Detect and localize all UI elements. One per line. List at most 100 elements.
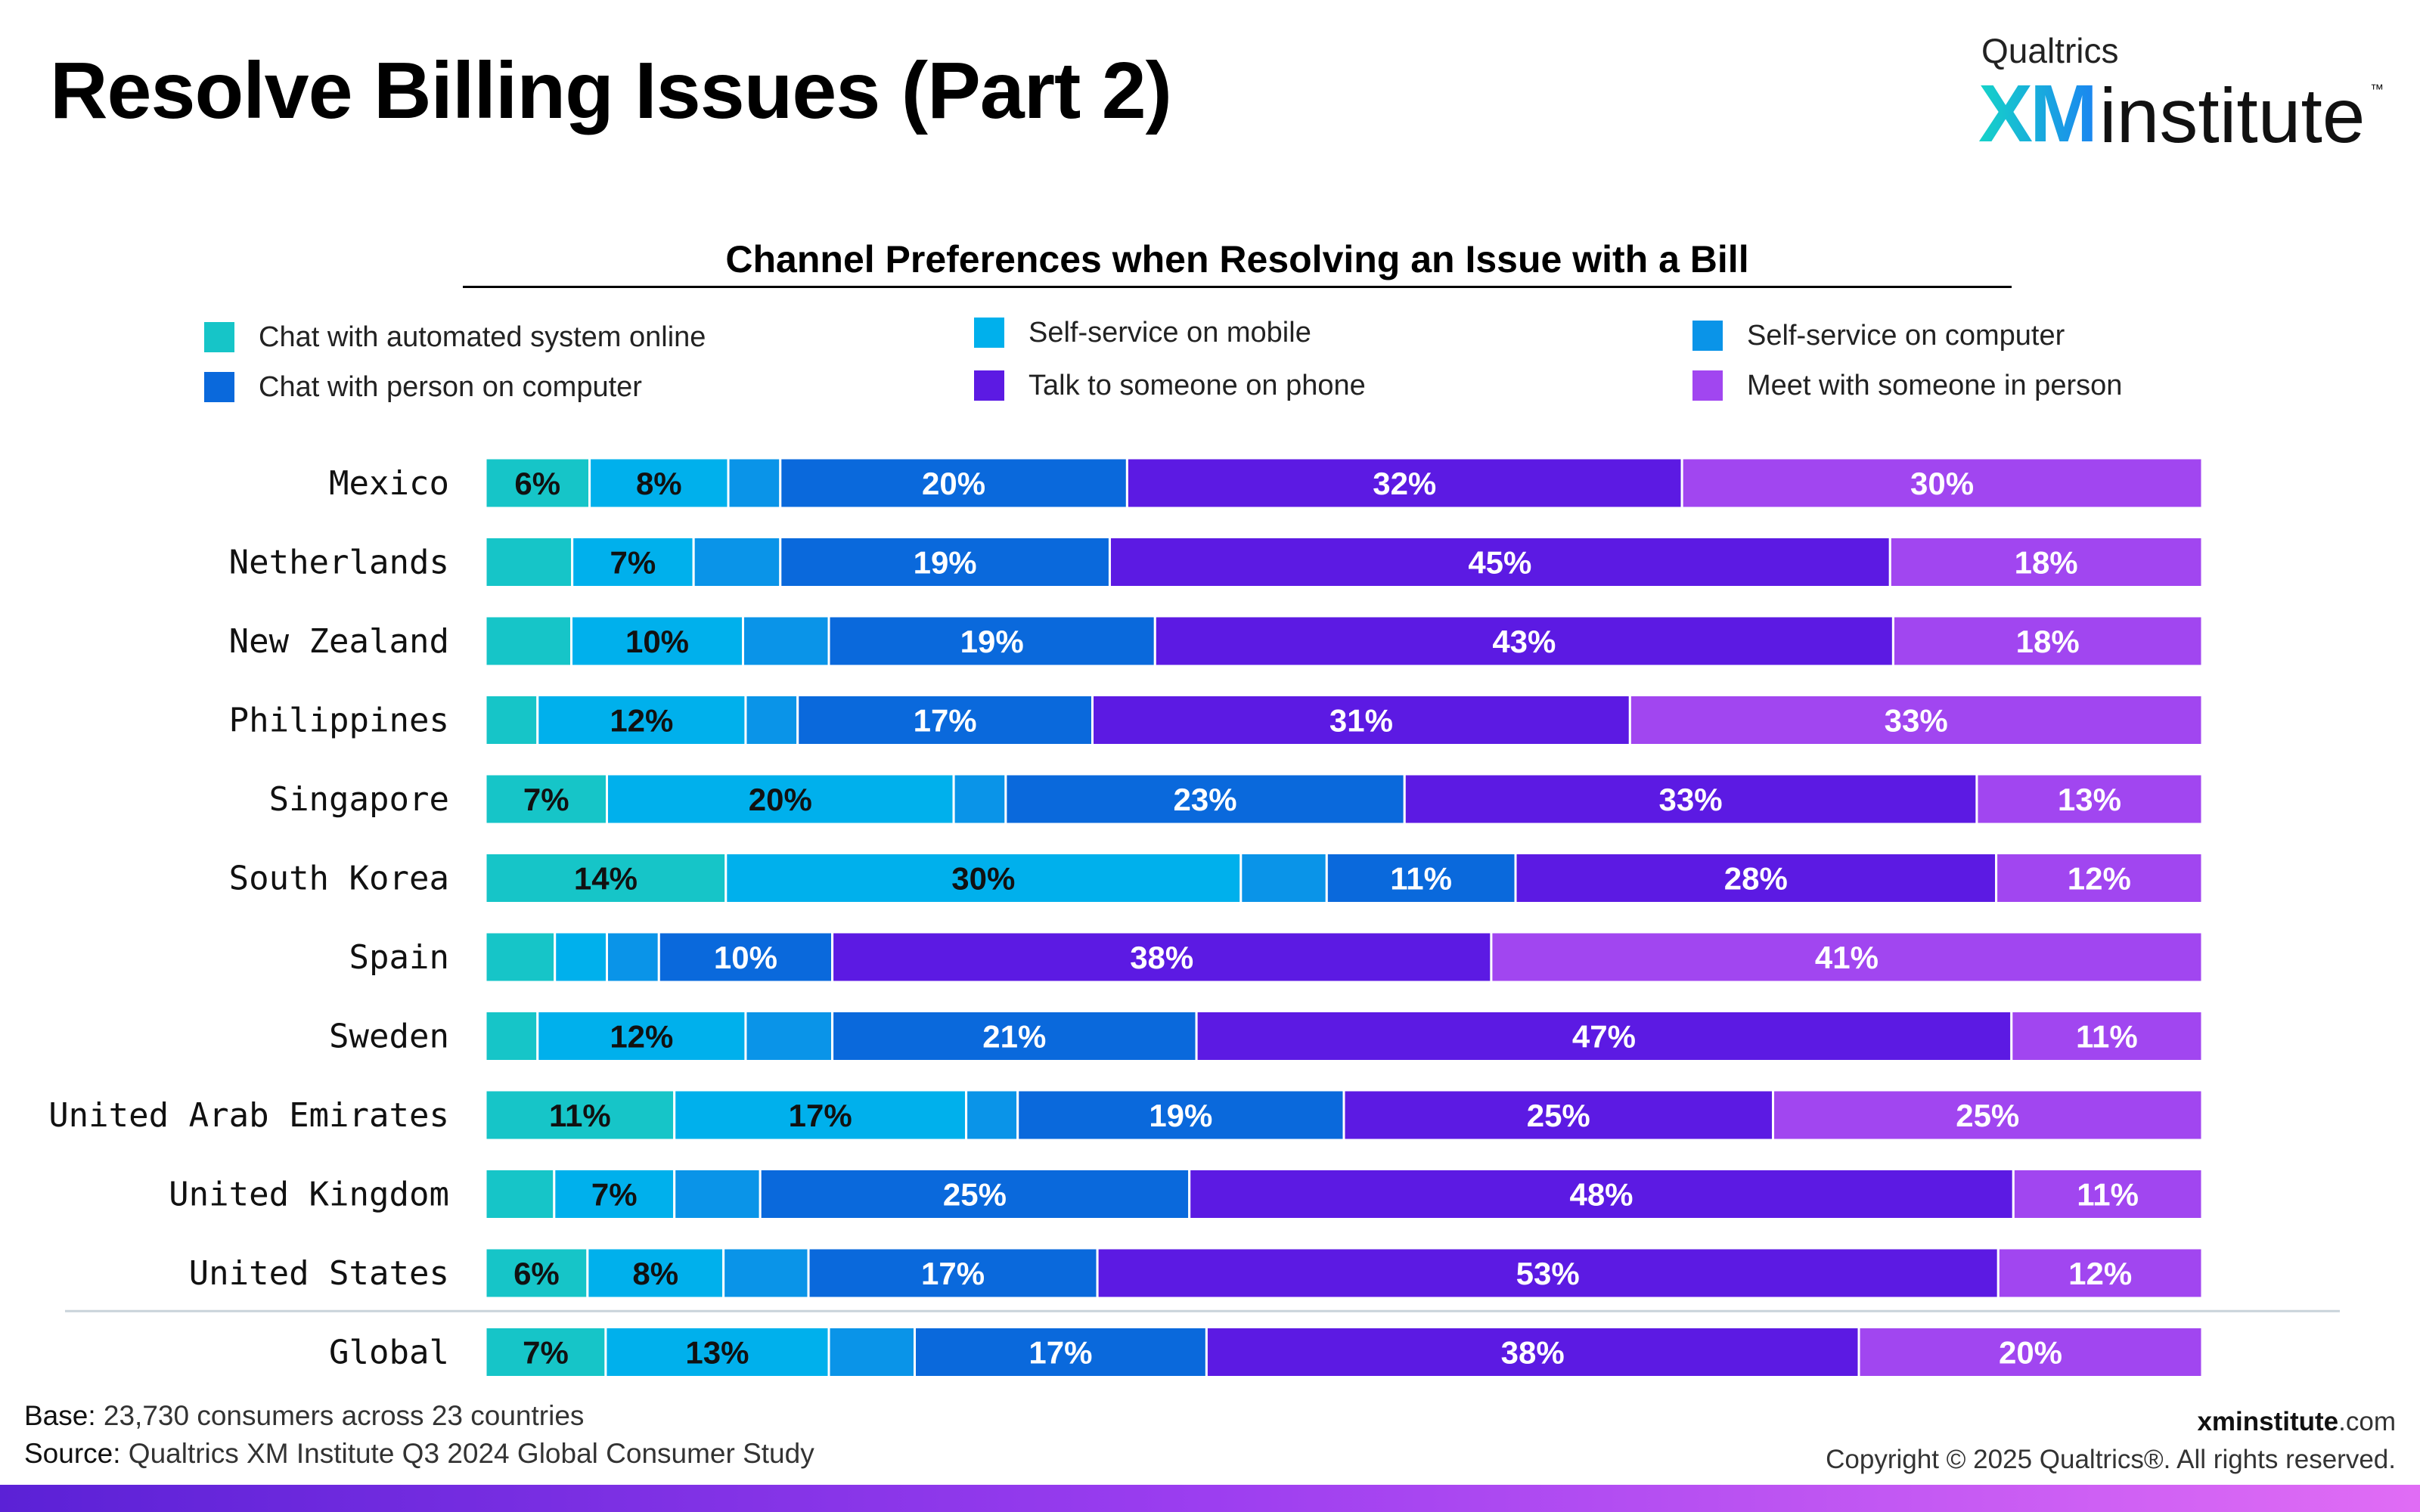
bottom-gradient-band [0, 1485, 2420, 1512]
bar-segment-spain-chat-with-person-on-computer [657, 931, 834, 984]
chart-title: Channel Preferences when Resolving an Is… [725, 238, 1749, 280]
bar-segment-global-chat-with-person-on-computer [914, 1326, 1208, 1378]
footer-notes: Base: 23,730 consumers across 23 countri… [24, 1397, 814, 1473]
data-label-philippines-chat-with-person-on-computer: 17% [914, 703, 977, 739]
legend-swatch [204, 322, 234, 352]
data-label-united-kingdom-self-service-on-mobile: 7% [591, 1177, 638, 1213]
site-link[interactable]: xminstitute.com [2197, 1407, 2396, 1436]
legend-item-self-service-mobile: Self-service on mobile [974, 311, 1311, 354]
bar-segment-netherlands-self-service-on-mobile [571, 536, 695, 588]
bar-segment-spain-chat-with-automated-system-online [484, 931, 557, 984]
data-label-philippines-talk-to-someone-on-phone: 31% [1329, 703, 1393, 739]
bar-segment-new-zealand-chat-with-person-on-computer [827, 615, 1156, 668]
bar-segment-sweden-meet-with-someone-in-person [2010, 1010, 2204, 1062]
bar-segment-new-zealand-self-service-on-computer [742, 615, 830, 668]
data-label-united-states-chat-with-person-on-computer: 17% [921, 1256, 985, 1291]
data-label-global-self-service-on-mobile: 13% [685, 1335, 749, 1371]
bar-segment-mexico-self-service-on-computer [727, 457, 782, 510]
bar-segment-new-zealand-meet-with-someone-in-person [1891, 615, 2204, 668]
legend-label: Chat with automated system online [259, 321, 706, 353]
bar-segment-south-korea-chat-with-person-on-computer [1325, 852, 1517, 904]
data-label-sweden-talk-to-someone-on-phone: 47% [1572, 1019, 1636, 1055]
data-label-united-kingdom-meet-with-someone-in-person: 11% [2077, 1177, 2139, 1213]
bar-segment-united-states-chat-with-person-on-computer [807, 1247, 1099, 1300]
legend-swatch [1692, 321, 1723, 351]
bar-segment-united-states-chat-with-automated-system-online [484, 1247, 589, 1300]
bar-segment-netherlands-chat-with-automated-system-online [484, 536, 574, 588]
data-label-south-korea-meet-with-someone-in-person: 12% [2068, 861, 2131, 897]
data-label-sweden-chat-with-person-on-computer: 21% [982, 1019, 1046, 1055]
legend-label: Self-service on mobile [1028, 316, 1311, 349]
bar-segment-philippines-talk-to-someone-on-phone [1091, 694, 1631, 746]
bar-segment-global-chat-with-automated-system-online [484, 1326, 607, 1378]
category-label-philippines: Philippines [229, 702, 449, 740]
data-label-global-chat-with-automated-system-online: 7% [523, 1335, 569, 1371]
data-label-united-kingdom-talk-to-someone-on-phone: 48% [1569, 1177, 1633, 1213]
data-label-united-states-chat-with-automated-system-online: 6% [513, 1256, 560, 1291]
bar-segment-singapore-meet-with-someone-in-person [1975, 773, 2204, 826]
bar-segment-philippines-chat-with-automated-system-online [484, 694, 539, 746]
legend-item-chat-person: Chat with person on computer [204, 366, 642, 408]
bar-segment-south-korea-chat-with-automated-system-online [484, 852, 728, 904]
bar-segment-united-kingdom-self-service-on-computer [673, 1168, 762, 1220]
data-label-singapore-chat-with-automated-system-online: 7% [523, 782, 569, 817]
legend-swatch [974, 318, 1004, 348]
data-label-new-zealand-meet-with-someone-in-person: 18% [2016, 624, 2080, 659]
category-label-united-arab-emirates: United Arab Emirates [48, 1096, 449, 1135]
legend-label: Talk to someone on phone [1028, 369, 1366, 401]
bar-segment-netherlands-talk-to-someone-on-phone [1108, 536, 1891, 588]
data-label-mexico-talk-to-someone-on-phone: 32% [1373, 466, 1436, 501]
category-label-netherlands: Netherlands [229, 544, 449, 582]
bar-segment-united-kingdom-self-service-on-mobile [553, 1168, 676, 1220]
bar-segment-south-korea-meet-with-someone-in-person [1995, 852, 2204, 904]
legend-label: Self-service on computer [1747, 319, 2065, 352]
data-label-south-korea-chat-with-person-on-computer: 11% [1390, 861, 1452, 897]
bar-segment-united-kingdom-chat-with-automated-system-online [484, 1168, 556, 1220]
bar-segment-singapore-chat-with-automated-system-online [484, 773, 609, 826]
data-label-singapore-self-service-on-mobile: 20% [749, 782, 812, 817]
bar-segment-singapore-chat-with-person-on-computer [1004, 773, 1406, 826]
bar-segment-netherlands-self-service-on-computer [692, 536, 782, 588]
category-label-new-zealand: New Zealand [229, 622, 449, 661]
data-label-united-arab-emirates-self-service-on-mobile: 17% [789, 1098, 852, 1133]
bar-segment-mexico-meet-with-someone-in-person [1680, 457, 2204, 510]
copyright: Copyright © 2025 Qualtrics®. All rights … [1826, 1445, 2396, 1474]
bar-segment-united-kingdom-meet-with-someone-in-person [2012, 1168, 2204, 1220]
data-label-south-korea-talk-to-someone-on-phone: 28% [1724, 861, 1788, 897]
data-label-united-states-talk-to-someone-on-phone: 53% [1516, 1256, 1580, 1291]
bar-segment-netherlands-meet-with-someone-in-person [1888, 536, 2204, 588]
bar-segment-mexico-talk-to-someone-on-phone [1125, 457, 1683, 510]
data-label-united-arab-emirates-talk-to-someone-on-phone: 25% [1527, 1098, 1590, 1133]
category-label-united-kingdom: United Kingdom [169, 1176, 449, 1214]
bar-segment-south-korea-self-service-on-mobile [724, 852, 1243, 904]
bar-segment-united-states-talk-to-someone-on-phone [1096, 1247, 2000, 1300]
data-label-global-chat-with-person-on-computer: 17% [1028, 1335, 1092, 1371]
bar-segment-mexico-self-service-on-mobile [588, 457, 730, 510]
data-label-sweden-meet-with-someone-in-person: 11% [2076, 1019, 2138, 1055]
bar-segment-mexico-chat-with-automated-system-online [484, 457, 591, 510]
bar-segment-sweden-self-service-on-computer [744, 1010, 834, 1062]
data-label-south-korea-self-service-on-mobile: 30% [951, 861, 1015, 897]
data-label-united-arab-emirates-chat-with-person-on-computer: 19% [1149, 1098, 1212, 1133]
legend-swatch [974, 370, 1004, 401]
data-label-mexico-self-service-on-mobile: 8% [636, 466, 682, 501]
category-label-south-korea: South Korea [229, 860, 449, 898]
data-label-spain-meet-with-someone-in-person: 41% [1815, 940, 1879, 975]
footer-right: xminstitute.com Copyright © 2025 Qualtri… [1826, 1403, 2396, 1479]
bar-segment-united-kingdom-chat-with-person-on-computer [759, 1168, 1191, 1220]
data-label-philippines-meet-with-someone-in-person: 33% [1885, 703, 1948, 739]
data-label-sweden-self-service-on-mobile: 12% [610, 1019, 673, 1055]
category-label-mexico: Mexico [329, 464, 449, 503]
logo-brand: Qualtrics [1981, 31, 2119, 70]
legend-item-self-service-computer: Self-service on computer [1692, 314, 2065, 357]
bar-segment-united-arab-emirates-self-service-on-mobile [673, 1089, 968, 1142]
qualtrics-xm-institute-logo: Qualtrics XM institute ™ [1978, 30, 2387, 154]
data-label-singapore-chat-with-person-on-computer: 23% [1174, 782, 1237, 817]
bar-segment-united-arab-emirates-self-service-on-computer [965, 1089, 1019, 1142]
data-label-philippines-self-service-on-mobile: 12% [610, 703, 673, 739]
bar-segment-singapore-talk-to-someone-on-phone [1403, 773, 1978, 826]
legend-label: Chat with person on computer [259, 370, 642, 403]
data-label-singapore-talk-to-someone-on-phone: 33% [1659, 782, 1723, 817]
bar-segment-netherlands-chat-with-person-on-computer [779, 536, 1111, 588]
base-note: Base: 23,730 consumers across 23 countri… [24, 1400, 585, 1431]
